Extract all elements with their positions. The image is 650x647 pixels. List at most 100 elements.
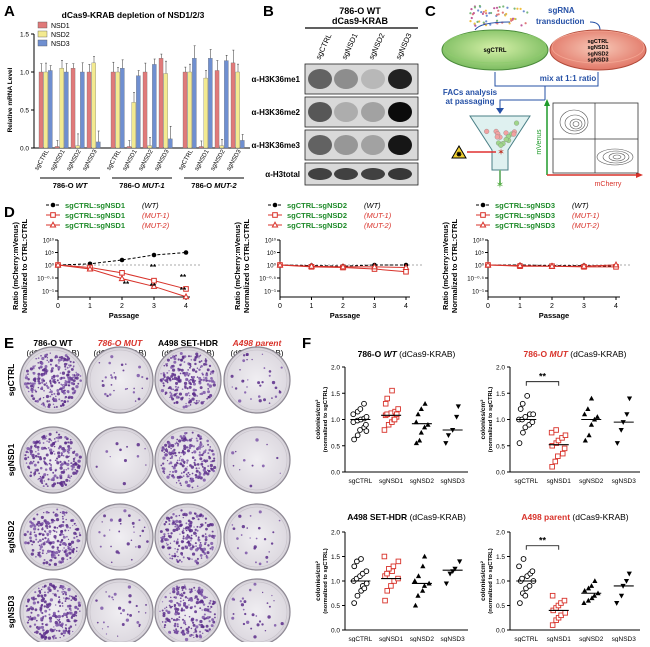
panel-f-point bbox=[351, 436, 357, 443]
sgrna-dot bbox=[508, 22, 511, 25]
colony bbox=[177, 386, 180, 389]
colony bbox=[160, 536, 162, 539]
colony bbox=[176, 619, 178, 621]
colony bbox=[136, 443, 140, 447]
colony bbox=[249, 484, 253, 488]
colony bbox=[178, 520, 182, 524]
colony-plate-rim bbox=[226, 349, 288, 411]
colony bbox=[213, 457, 216, 460]
colony bbox=[168, 535, 172, 539]
colony bbox=[58, 599, 61, 601]
colony bbox=[169, 457, 172, 460]
colony bbox=[70, 475, 73, 478]
colony bbox=[29, 615, 32, 618]
colony bbox=[169, 461, 173, 465]
panel-f-ylabel-1: colonies/cm² bbox=[480, 560, 487, 601]
colony bbox=[61, 523, 65, 527]
colony bbox=[196, 590, 199, 593]
sgrna-dot bbox=[490, 11, 493, 15]
colony bbox=[68, 542, 72, 546]
panel-b-band bbox=[388, 69, 412, 89]
colony bbox=[162, 372, 165, 375]
colony bbox=[34, 468, 37, 472]
colony bbox=[50, 451, 54, 455]
panel-a-ytick-label: 0.0 bbox=[20, 146, 29, 153]
colony bbox=[200, 360, 203, 362]
colony bbox=[33, 463, 37, 467]
panel-f-point bbox=[594, 414, 600, 419]
colony bbox=[194, 528, 197, 531]
colony bbox=[61, 626, 64, 629]
panel-b-band bbox=[334, 168, 358, 180]
colony-plate-rim bbox=[226, 429, 288, 491]
panel-d-xtick-label: 4 bbox=[404, 303, 408, 310]
panel-a-bar bbox=[126, 146, 132, 149]
colony bbox=[64, 379, 66, 382]
colony bbox=[34, 365, 36, 367]
colony bbox=[64, 368, 67, 371]
colony bbox=[204, 449, 207, 451]
panel-f-point bbox=[425, 421, 431, 427]
colony bbox=[186, 556, 189, 559]
colony bbox=[246, 358, 248, 361]
panel-c: C sgRNA transduction sgCTRL sgCTRLsgNSD1… bbox=[425, 3, 647, 191]
colony bbox=[170, 435, 175, 440]
colony bbox=[34, 591, 37, 594]
colony bbox=[55, 405, 58, 408]
colony bbox=[60, 383, 63, 386]
panel-f-ylabel-2: (normalized to sgCTRL) bbox=[488, 387, 494, 452]
colony bbox=[49, 395, 52, 398]
colony bbox=[193, 512, 196, 515]
colony bbox=[173, 605, 176, 608]
colony bbox=[190, 355, 192, 358]
panel-f-point bbox=[624, 412, 630, 418]
colony bbox=[159, 379, 163, 382]
colony bbox=[204, 358, 207, 360]
colony bbox=[163, 448, 166, 451]
colony bbox=[63, 400, 67, 404]
colony bbox=[187, 543, 191, 547]
panel-e-column-title: A498 parent bbox=[232, 338, 283, 348]
colony bbox=[61, 517, 65, 520]
colony bbox=[195, 618, 198, 622]
colony bbox=[48, 608, 51, 611]
colony bbox=[176, 524, 179, 526]
sgrna-dot bbox=[484, 12, 488, 15]
panel-d-significance: ** bbox=[150, 263, 157, 272]
colony bbox=[64, 591, 67, 594]
panel-f-point bbox=[516, 563, 522, 570]
colony bbox=[59, 372, 62, 374]
panel-f-category-label: sgNSD1 bbox=[547, 478, 572, 485]
colony bbox=[59, 550, 62, 552]
colony bbox=[194, 362, 197, 366]
colony bbox=[46, 440, 48, 442]
colony bbox=[271, 397, 273, 399]
panel-f-point bbox=[418, 406, 424, 411]
colony bbox=[50, 363, 52, 366]
colony bbox=[191, 451, 194, 454]
colony bbox=[175, 400, 179, 404]
colony bbox=[44, 468, 48, 471]
colony bbox=[186, 475, 189, 478]
colony bbox=[102, 621, 105, 624]
colony bbox=[107, 625, 109, 628]
colony bbox=[37, 594, 41, 598]
panel-f-point bbox=[445, 433, 452, 439]
colony bbox=[54, 628, 56, 631]
colony bbox=[191, 472, 194, 475]
colony bbox=[62, 450, 66, 453]
panel-a-bar bbox=[80, 71, 85, 149]
colony bbox=[175, 388, 179, 392]
colony bbox=[37, 362, 40, 364]
colony bbox=[197, 538, 201, 542]
facs-plot-frame bbox=[552, 102, 639, 174]
colony bbox=[50, 384, 54, 388]
colony bbox=[57, 365, 61, 370]
colony bbox=[36, 613, 40, 617]
panel-f-point bbox=[623, 579, 630, 584]
colony bbox=[192, 388, 196, 392]
panel-e-letter: E bbox=[4, 335, 14, 352]
panel-f-plot-title: A498 SET-HDR (dCas9-KRAB) bbox=[347, 512, 466, 522]
colony bbox=[52, 478, 55, 482]
panel-f-point bbox=[529, 568, 536, 575]
